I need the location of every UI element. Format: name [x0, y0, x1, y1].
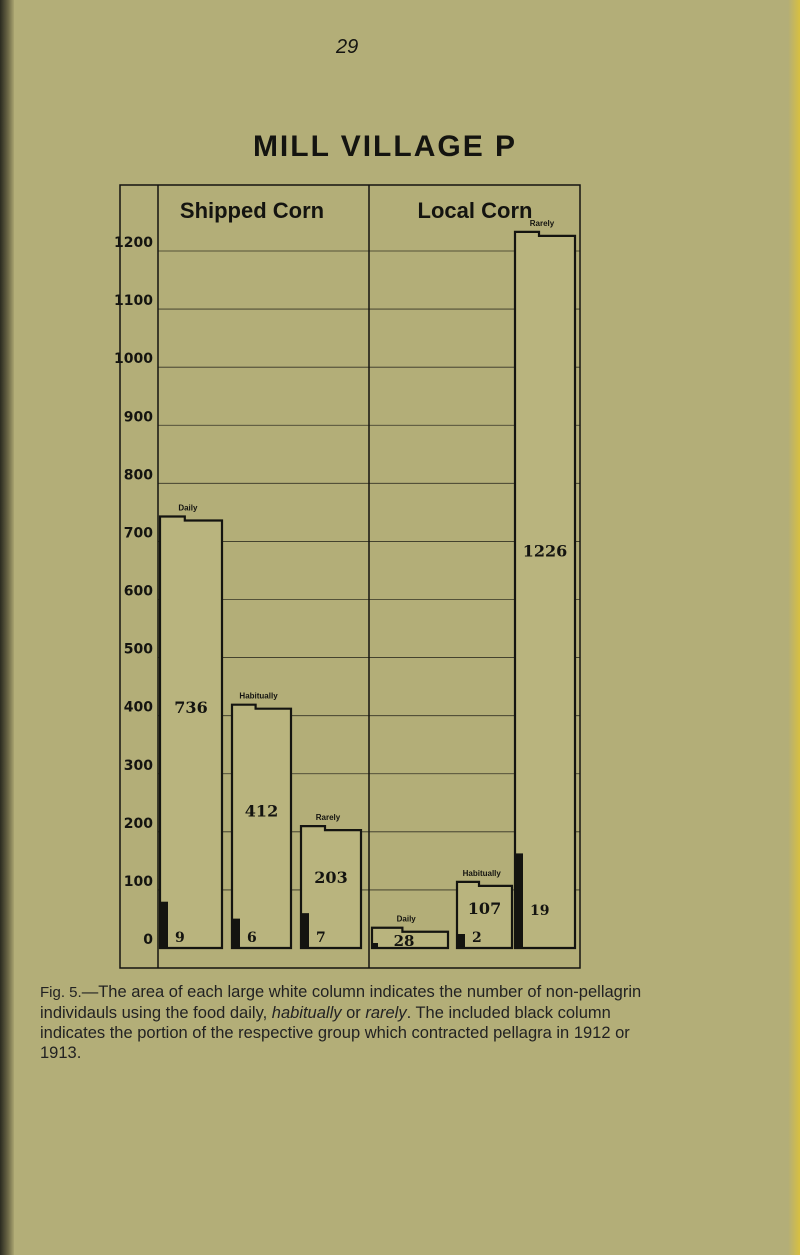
caption-em-1: habitually	[271, 1004, 342, 1022]
group-label-shipped: Shipped Corn	[180, 198, 324, 223]
chart: 0 100 200 300 400 500 600 700 800 900 1000 1100 1200…	[114, 184, 581, 969]
pellagra-value-label: 2	[472, 930, 482, 946]
pellagra-value-label: 6	[247, 930, 257, 946]
page-number: 29	[336, 36, 359, 58]
bar-category-label: Daily	[397, 915, 417, 924]
pellagra-value-label: 7	[316, 930, 326, 946]
y-tick-label: 700	[124, 525, 153, 541]
bar-category-label: Habitually	[239, 692, 278, 701]
pellagra-bar	[516, 853, 523, 948]
caption-text-2: or	[341, 1004, 366, 1022]
y-tick-label: 300	[124, 758, 153, 774]
y-tick-label: 800	[124, 467, 153, 483]
pellagra-value-label: 19	[530, 903, 549, 919]
bar-rarely	[513, 230, 577, 950]
bar-value-label: 1226	[523, 541, 568, 560]
chart-title-wrap: MILL VILLAGE P	[0, 130, 800, 164]
y-tick-label: 600	[124, 584, 153, 600]
pellagra-bar	[373, 943, 378, 948]
chart-frame	[119, 184, 581, 969]
caption-em-2: rarely	[365, 1004, 407, 1022]
y-tick-label: 200	[124, 816, 153, 832]
bar-category-label: Rarely	[530, 219, 555, 228]
caption-label: Fig. 5.	[40, 984, 82, 1001]
group-label-local: Local Corn	[418, 198, 533, 223]
bar-value-label: 203	[314, 868, 347, 887]
y-tick-label: 100	[124, 874, 153, 890]
y-tick-label: 900	[124, 409, 153, 425]
pellagra-bar	[302, 913, 309, 948]
caption-text-3: . The included black column indicates th…	[40, 1004, 630, 1062]
bar-category-label: Habitually	[463, 869, 502, 878]
bar-rarely	[299, 824, 363, 950]
bar-daily	[158, 515, 224, 950]
y-tick-label: 400	[124, 700, 153, 716]
bar-daily	[370, 926, 450, 950]
pellagra-bar	[233, 918, 240, 948]
chart-title: MILL VILLAGE P	[252, 130, 518, 163]
bar-habitually	[455, 880, 514, 950]
figure-caption: Fig. 5.—The area of each large white col…	[40, 982, 660, 1063]
pellagra-bar	[161, 901, 168, 948]
caption-text-1: —The area of each large white column ind…	[40, 983, 642, 1022]
bar-habitually	[230, 703, 293, 950]
y-tick-label: 1000	[114, 351, 153, 367]
book-binding-edge	[0, 0, 14, 1255]
page-edge	[788, 0, 800, 1255]
bar-value-label: 28	[394, 932, 415, 950]
y-tick-label: 1200	[114, 235, 153, 251]
pellagra-bar	[458, 934, 465, 948]
pellagra-value-label: 9	[175, 930, 185, 946]
y-tick-label: 0	[143, 932, 153, 948]
bar-category-label: Rarely	[316, 813, 341, 822]
bar-value-label: 736	[174, 698, 207, 717]
bar-value-label: 412	[245, 801, 278, 820]
bar-value-label: 107	[468, 899, 501, 918]
bar-category-label: Daily	[178, 504, 198, 513]
y-tick-label: 500	[124, 642, 153, 658]
y-tick-label: 1100	[114, 293, 153, 309]
